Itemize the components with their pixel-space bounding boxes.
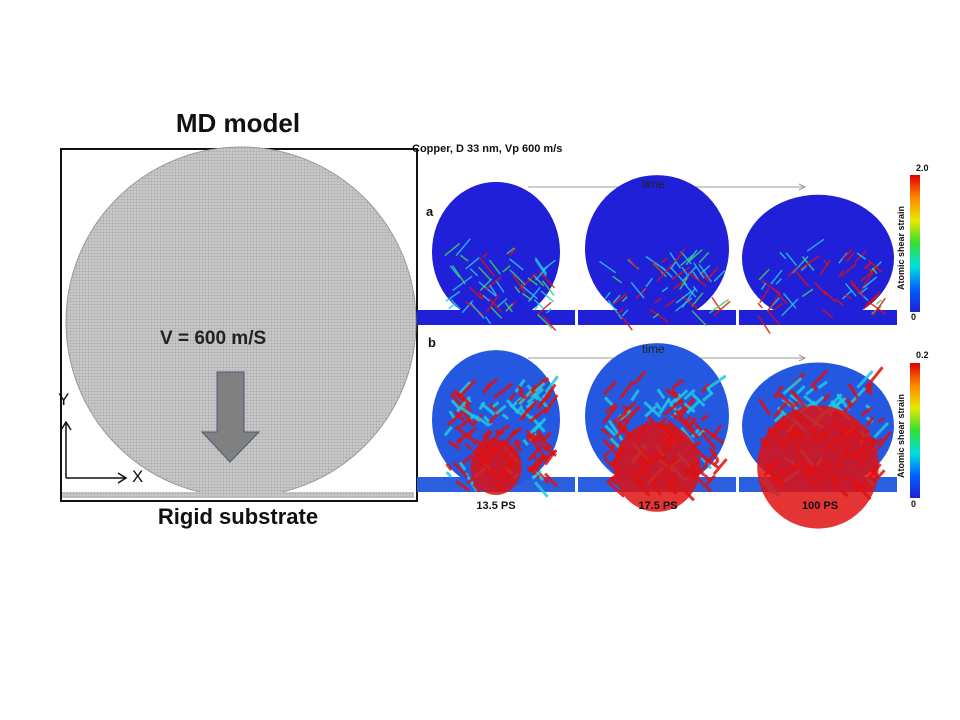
colorbar-b (910, 363, 920, 498)
colorbar-a-max: 2.0 (916, 163, 929, 173)
colorbar-a-title: Atomic shear strain (896, 205, 906, 290)
time-arrow-head-1 (798, 354, 807, 362)
velocity-label: V = 600 m/S (160, 328, 267, 349)
strain-panel-b-3 (739, 362, 897, 529)
strain-panel-a-3 (739, 194, 897, 334)
time-label-b: time (642, 342, 665, 356)
timestamp-3: 100 PS (801, 500, 839, 512)
colorbar-b-min: 0 (911, 499, 917, 509)
strain-panel-a-2 (578, 175, 736, 331)
strain-panel-b-2 (578, 343, 736, 512)
figure-title: Copper, D 33 nm, Vp 600 m/s (412, 143, 563, 155)
panel-label-a: a (426, 204, 434, 219)
x-axis-label: X (132, 467, 144, 486)
timestamp-1: 13.5 PS (476, 500, 516, 512)
strain-panel-a-1 (417, 181, 575, 331)
timestamp-2: 17.5 PS (638, 500, 678, 512)
y-axis-label: Y (58, 390, 70, 409)
colorbar-b-max: 0.2 (916, 350, 929, 360)
colorbar-b-title: Atomic shear strain (896, 393, 906, 478)
axes-icon (60, 420, 128, 484)
strain-panel-b-1 (417, 350, 575, 498)
colorbar-a (910, 175, 920, 312)
rigid-substrate (62, 492, 414, 498)
md-model-title: MD model (175, 108, 301, 138)
time-label-a: time (642, 177, 665, 191)
time-arrow-head-0 (798, 183, 807, 191)
colorbar-a-min: 0 (911, 312, 917, 322)
substrate-label: Rigid substrate (157, 504, 319, 529)
panel-label-b: b (428, 335, 436, 350)
velocity-arrow-icon (200, 371, 261, 463)
